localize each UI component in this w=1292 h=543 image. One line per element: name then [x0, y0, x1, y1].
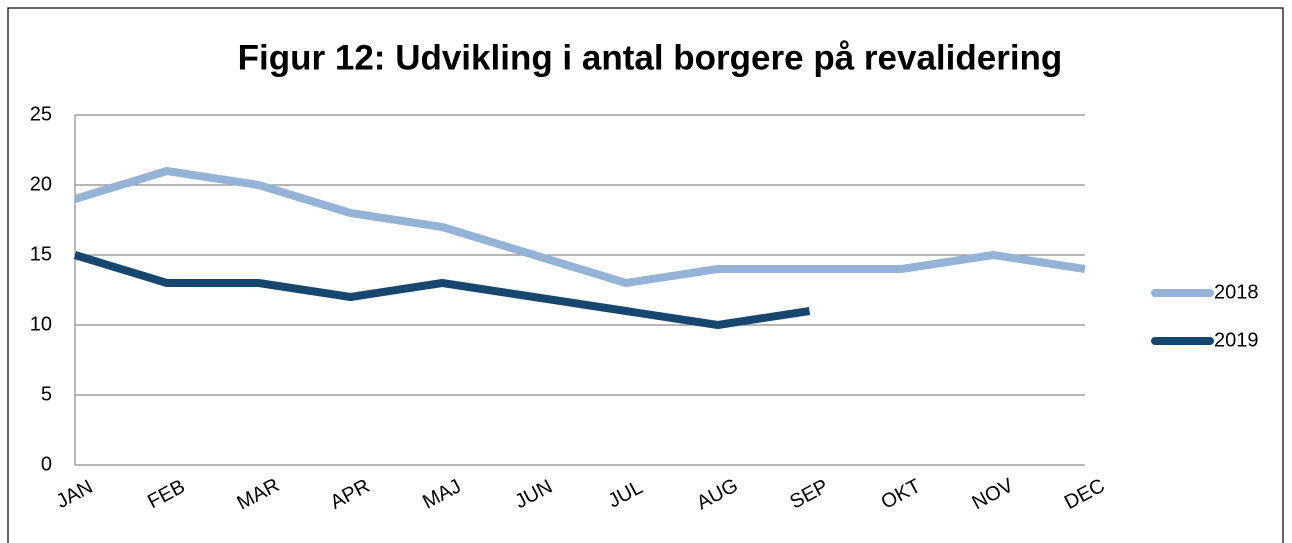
y-tick-label: 25: [30, 103, 52, 125]
legend-label: 2018: [1214, 281, 1259, 303]
chart-title: Figur 12: Udvikling i antal borgere på r…: [238, 38, 1063, 77]
x-tick-label: DEC: [1061, 475, 1109, 514]
x-tick-label: JUL: [605, 476, 647, 512]
x-tick-label: JAN: [53, 476, 97, 513]
x-tick-label: MAR: [234, 474, 284, 514]
y-tick-label: 5: [41, 383, 52, 405]
y-tick-label: 10: [30, 313, 52, 335]
y-tick-label: 15: [30, 243, 52, 265]
x-tick-label: FEB: [144, 476, 189, 514]
series-line: [73, 167, 1086, 287]
x-tick-label: NOV: [969, 474, 1018, 514]
x-tick-label: OKT: [878, 475, 925, 514]
y-tick-label: 20: [30, 173, 52, 195]
x-tick-label: JUN: [511, 476, 556, 514]
x-tick-label: AUG: [693, 474, 742, 514]
y-tick-label: 0: [41, 453, 52, 475]
x-tick-label: SEP: [786, 475, 832, 513]
x-tick-label: APR: [327, 475, 374, 514]
chart-frame: [7, 7, 1284, 543]
x-tick-label: MAJ: [419, 475, 465, 513]
legend-label: 2019: [1214, 329, 1259, 351]
series-line: [73, 251, 811, 329]
